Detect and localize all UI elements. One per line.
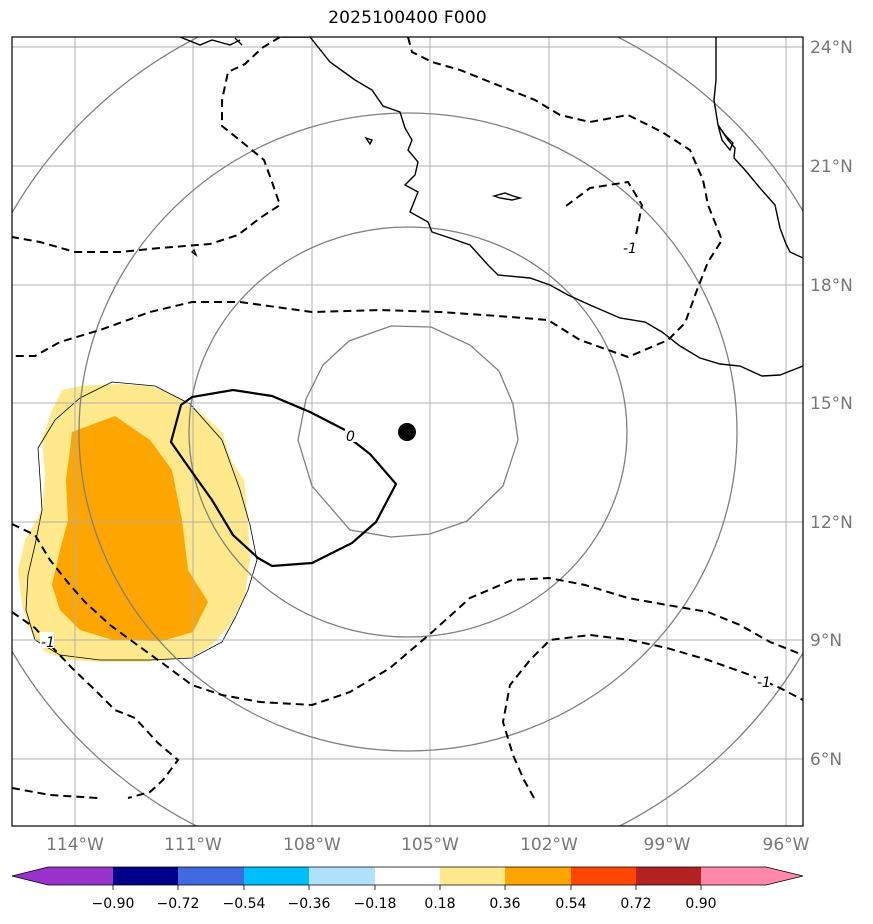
contour-label-neg-one-c: -1 [757,675,771,691]
colorbar-extend-high [766,867,803,885]
lon-tick-label: 96°W [763,835,810,855]
colorbar-segment [309,867,375,885]
colorbar-segment [113,867,179,885]
colorbar-tick-label: 0.54 [555,896,586,912]
colorbar-ticks [112,885,702,890]
lat-tick-labels: 24°N 21°N 18°N 15°N 12°N 9°N 6°N [810,38,853,770]
lon-tick-label: 102°W [520,835,578,855]
lat-tick-label: 18°N [810,276,853,296]
colorbar-tick-label: −0.18 [354,896,397,912]
anomaly-outline [25,381,258,661]
colorbar-segment [178,867,244,885]
colorbar-tick-label: −0.36 [288,896,331,912]
lon-tick-label: 99°W [644,835,691,855]
colorbar-segment [571,867,637,885]
zero-contour [169,388,398,568]
colorbar-tick-label: −0.54 [223,896,266,912]
anomaly-fill-high [52,416,208,641]
contour-label-neg-one-b: -1 [41,635,55,651]
colorbar-tick-label: −0.90 [92,896,135,912]
colorbar-segment [440,867,506,885]
colorbar-tick-label: −0.72 [157,896,200,912]
lon-tick-label: 105°W [401,835,459,855]
page-title: 2025100400 F000 [328,8,487,28]
colorbar-segment [244,867,310,885]
lat-tick-label: 6°N [810,750,842,770]
colorbar: −0.90 −0.72 −0.54 −0.36 −0.18 0.18 0.36 … [11,866,804,912]
contour-labels: 0 -1 -1 -1 [40,238,771,691]
map-frame [11,36,804,827]
colorbar-tick-label: 0.36 [489,896,520,912]
lon-tick-label: 111°W [164,835,222,855]
lon-grid [74,37,787,826]
colorbar-segment [48,867,114,885]
storm-center-dot [398,423,416,441]
lat-tick-label: 12°N [810,513,853,533]
map-content: 0 -1 -1 -1 [12,37,803,826]
lat-tick-label: 15°N [810,394,853,414]
coastline [179,37,803,377]
colorbar-segment [701,867,767,885]
colorbar-segment [505,867,571,885]
colorbar-tick-label: 0.18 [424,896,455,912]
colorbar-tick-label: 0.90 [685,896,716,912]
lat-tick-label: 21°N [810,157,853,177]
lat-tick-label: 24°N [810,38,853,58]
lon-tick-label: 108°W [283,835,341,855]
contour-label-zero: 0 [346,429,355,445]
lon-tick-labels: 114°W 111°W 108°W 105°W 102°W 99°W 96°W [46,835,810,855]
lon-tick-label: 114°W [46,835,104,855]
contour-label-neg-one-a: -1 [623,241,637,257]
colorbar-outline [11,866,804,886]
colorbar-segment [636,867,702,885]
lat-tick-label: 9°N [810,631,842,651]
colorbar-segment [375,867,441,885]
range-rings [12,37,803,826]
colorbar-tick-label: 0.72 [620,896,651,912]
colorbar-extend-low [12,867,48,885]
lat-grid [12,46,803,760]
